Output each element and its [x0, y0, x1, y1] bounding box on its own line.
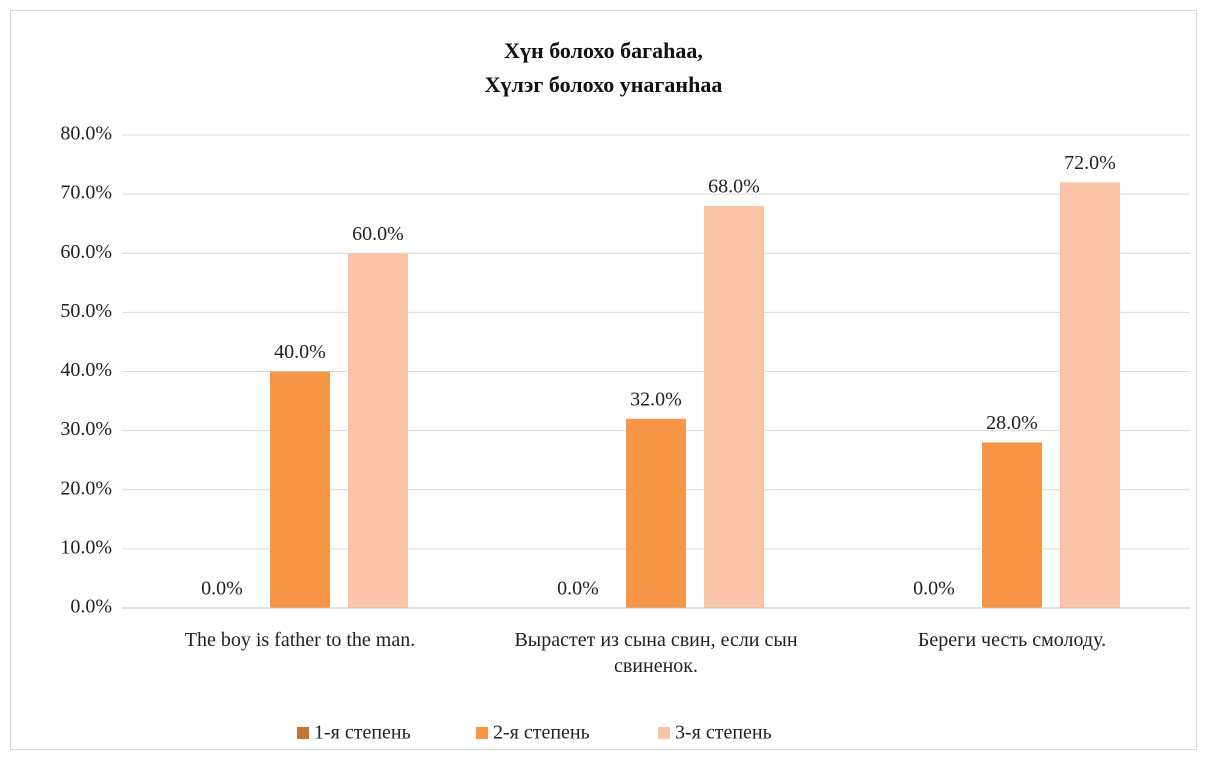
data-label: 68.0% [708, 176, 760, 198]
legend-label: 1-я степень [314, 722, 411, 744]
data-label: 72.0% [1064, 152, 1116, 174]
data-label: 40.0% [274, 341, 326, 363]
data-label: 32.0% [630, 388, 682, 410]
bar [270, 371, 330, 608]
legend-swatch [476, 727, 488, 739]
y-tick-label: 10.0% [60, 536, 112, 558]
bar [1060, 182, 1120, 609]
data-label: 60.0% [352, 223, 404, 245]
y-tick-label: 0.0% [70, 596, 112, 618]
legend-swatch [297, 727, 309, 739]
bar [704, 205, 764, 608]
data-label: 0.0% [201, 578, 243, 600]
bar [348, 253, 408, 608]
y-tick-label: 60.0% [60, 241, 112, 263]
chart-border [10, 10, 1197, 750]
data-label: 28.0% [986, 412, 1038, 434]
data-label: 0.0% [557, 578, 599, 600]
bar [626, 418, 686, 608]
y-tick-label: 30.0% [60, 418, 112, 440]
y-tick-label: 80.0% [60, 123, 112, 145]
legend-swatch [658, 727, 670, 739]
chart-title: Хүн болохо багаһаа, Хүлэг болохо унаганһ… [484, 38, 723, 97]
y-tick-label: 50.0% [60, 300, 112, 322]
x-tick-label: Береги честь смолоду. [917, 629, 1107, 651]
y-tick-label: 20.0% [60, 477, 112, 499]
data-label: 0.0% [913, 578, 955, 600]
legend-label: 2-я степень [493, 722, 590, 744]
y-tick-label: 40.0% [60, 359, 112, 381]
legend-label: 3-я степень [675, 722, 772, 744]
y-tick-label: 70.0% [60, 182, 112, 204]
x-tick-label: Вырастет из сына свин, если сын свиненок… [514, 629, 798, 677]
bar [982, 442, 1042, 608]
x-tick-label: The boy is father to the man. [184, 629, 416, 651]
